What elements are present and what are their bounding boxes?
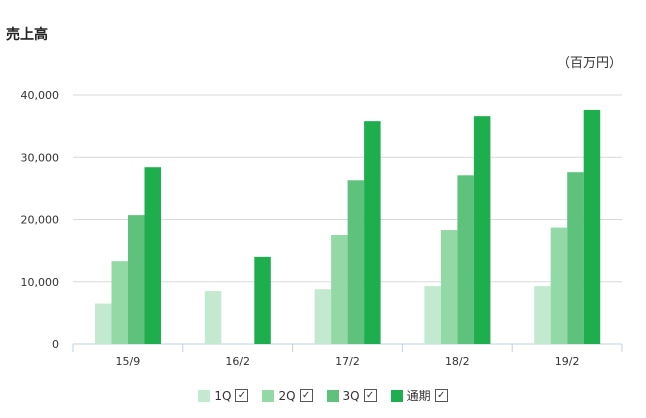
bar-1Q-15/9: [95, 303, 112, 344]
checkbox-icon[interactable]: ✓: [235, 389, 249, 402]
legend-item[interactable]: 2Q ✓: [262, 387, 313, 404]
bar-通期-17/2: [364, 121, 381, 345]
bar-3Q-15/9: [128, 215, 145, 344]
y-tick-label: 0: [52, 338, 59, 351]
bar-1Q-19/2: [534, 286, 551, 344]
checkbox-icon[interactable]: ✓: [363, 389, 377, 402]
legend-label: 通期: [406, 389, 431, 403]
y-tick-label: 40,000: [21, 89, 60, 102]
x-tick-label: 16/2: [225, 355, 250, 368]
bar-3Q-18/2: [457, 175, 474, 344]
legend: 1Q ✓ 2Q ✓ 3Q ✓ 通期 ✓: [0, 387, 646, 404]
bar-2Q-15/9: [111, 261, 128, 344]
legend-swatch: [326, 389, 339, 402]
legend-item[interactable]: 通期 ✓: [390, 387, 448, 404]
bar-通期-15/9: [144, 167, 161, 344]
bar-1Q-18/2: [424, 286, 441, 344]
bar-通期-19/2: [583, 109, 601, 344]
bar-2Q-17/2: [331, 235, 348, 344]
legend-item[interactable]: 3Q ✓: [326, 387, 377, 404]
x-tick-label: 19/2: [555, 355, 580, 368]
legend-label: 3Q: [342, 388, 360, 403]
legend-label: 2Q: [278, 388, 296, 403]
bar-3Q-17/2: [347, 180, 365, 344]
legend-swatch: [390, 389, 403, 402]
bar-chart: 0 10,000 20,000 30,000 40,000 15/9 16/2 17/2 18/…: [21, 89, 623, 368]
y-tick-label: 10,000: [21, 276, 60, 289]
y-tick-label: 20,000: [21, 214, 60, 227]
legend-item[interactable]: 1Q ✓: [198, 387, 249, 404]
x-tick-label: 15/9: [116, 355, 141, 368]
checkbox-icon[interactable]: ✓: [299, 389, 313, 402]
bar-通期-16/2: [254, 256, 271, 344]
x-tick-label: 18/2: [445, 355, 470, 368]
y-tick-label: 30,000: [21, 151, 60, 164]
bar-2Q-19/2: [550, 227, 568, 344]
bar-2Q-18/2: [440, 230, 458, 344]
bar-通期-18/2: [473, 116, 491, 344]
bar-3Q-19/2: [567, 172, 584, 344]
bar-1Q-17/2: [314, 289, 332, 344]
legend-swatch: [198, 389, 211, 402]
x-tick-label: 17/2: [335, 355, 360, 368]
unit-label: （百万円）: [556, 56, 622, 71]
legend-label: 1Q: [214, 388, 232, 403]
chart-title: 売上高: [6, 27, 48, 43]
bar-1Q-16/2: [204, 291, 222, 344]
checkbox-icon[interactable]: ✓: [434, 389, 448, 402]
legend-swatch: [262, 389, 275, 402]
